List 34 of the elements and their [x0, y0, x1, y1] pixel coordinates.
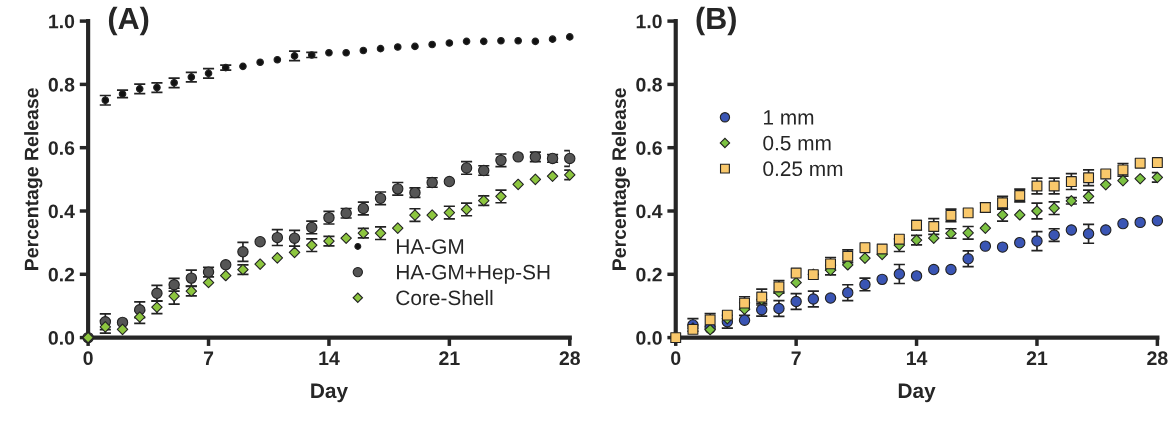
y-tick-label: 0.0	[48, 331, 75, 345]
y-tick-label: 1.0	[49, 14, 75, 29]
x-tick-label: 7	[791, 351, 801, 365]
x-tick-label: 0	[671, 351, 681, 366]
y-tick-label: 0.4	[48, 204, 75, 219]
y-tick-label: 0.4	[636, 204, 663, 219]
y-tick-label: 1.0	[636, 14, 662, 29]
y-tick-label: 0.8	[48, 77, 75, 92]
legend-label: 1 mm	[764, 110, 814, 125]
y-tick-label: 0.2	[636, 267, 662, 282]
legend-label: 0.25 mm	[763, 161, 843, 177]
y-tick-label: 0.6	[48, 141, 75, 155]
y-axis-title: Percentage Release	[24, 88, 43, 270]
x-tick-label: 21	[1026, 351, 1048, 365]
x-axis-title: Day	[898, 383, 936, 403]
legend-label: 0.5 mm	[763, 135, 831, 151]
x-tick-label: 21	[439, 351, 460, 365]
legend-label: HA-GM+Hep-SH	[397, 264, 550, 284]
x-tick-label: 28	[559, 351, 580, 366]
y-tick-label: 0.2	[48, 267, 75, 282]
legend-label: HA-GM	[397, 239, 464, 254]
y-tick-label: 0.6	[636, 141, 662, 155]
y-tick-label: 0.0	[636, 331, 662, 345]
chart-title: (B)	[696, 6, 736, 36]
chart-title: (A)	[108, 6, 149, 36]
y-tick-label: 0.8	[636, 77, 662, 92]
x-tick-label: 28	[1147, 351, 1168, 366]
y-axis-title: Percentage Release	[611, 88, 630, 270]
x-axis-title: Day	[311, 383, 348, 403]
x-tick-label: 14	[319, 351, 340, 365]
x-tick-label: 0	[83, 351, 93, 366]
legend-label: Core-Shell	[396, 289, 493, 306]
x-tick-label: 14	[906, 351, 928, 365]
x-tick-label: 7	[203, 351, 214, 365]
